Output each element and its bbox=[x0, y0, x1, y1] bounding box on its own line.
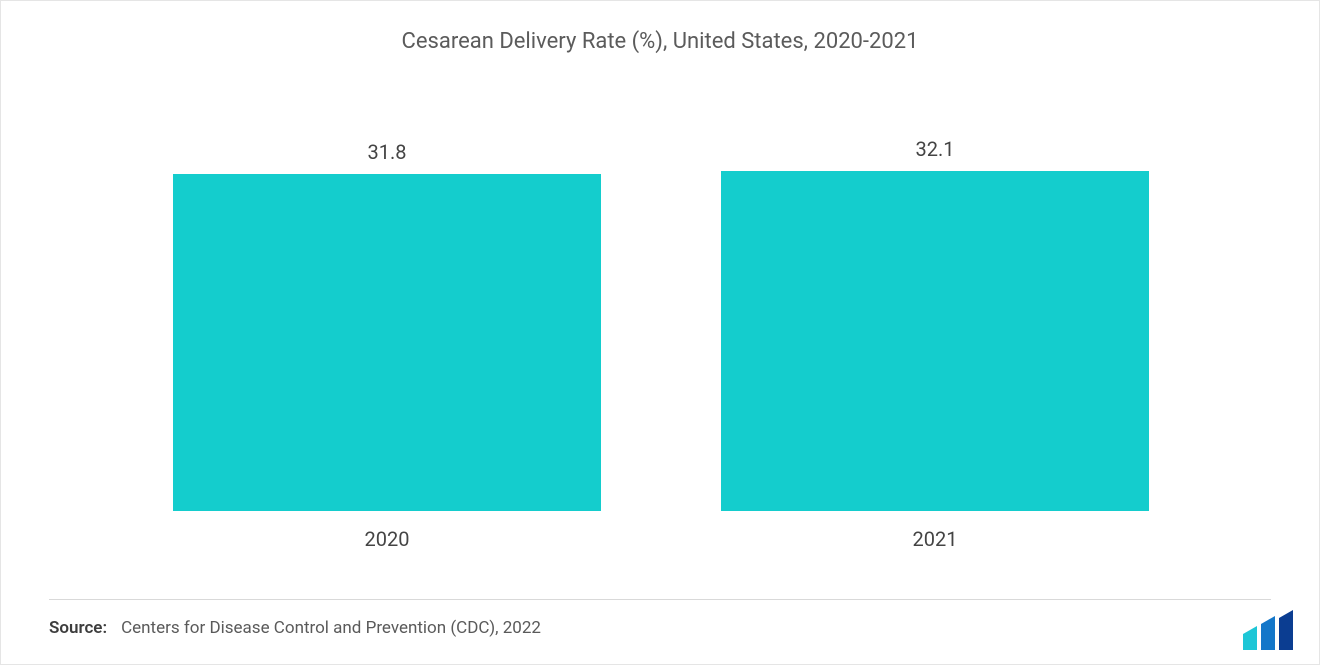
bars-wrap: 31.8 32.1 bbox=[113, 121, 1209, 511]
logo-bar-3 bbox=[1279, 610, 1293, 650]
logo-bar-1 bbox=[1243, 626, 1257, 650]
bar bbox=[721, 171, 1148, 511]
chart-container: Cesarean Delivery Rate (%), United State… bbox=[0, 0, 1320, 665]
bar-slot: 32.1 bbox=[661, 121, 1209, 511]
x-axis-category-label: 2021 bbox=[661, 527, 1209, 551]
x-axis-labels: 20202021 bbox=[113, 527, 1209, 551]
bar bbox=[173, 174, 600, 511]
footer-divider bbox=[49, 599, 1271, 600]
chart-title: Cesarean Delivery Rate (%), United State… bbox=[1, 1, 1319, 54]
source-footer: Source: Centers for Disease Control and … bbox=[49, 618, 1199, 638]
source-prefix: Source: bbox=[49, 618, 107, 638]
brand-logo-icon bbox=[1241, 610, 1297, 650]
source-text: Centers for Disease Control and Preventi… bbox=[121, 618, 541, 638]
bar-value-label: 32.1 bbox=[916, 137, 955, 161]
x-axis-category-label: 2020 bbox=[113, 527, 661, 551]
bar-value-label: 31.8 bbox=[368, 140, 407, 164]
bar-slot: 31.8 bbox=[113, 121, 661, 511]
logo-bar-2 bbox=[1261, 616, 1275, 650]
plot-area: 31.832.1 20202021 bbox=[113, 121, 1209, 541]
